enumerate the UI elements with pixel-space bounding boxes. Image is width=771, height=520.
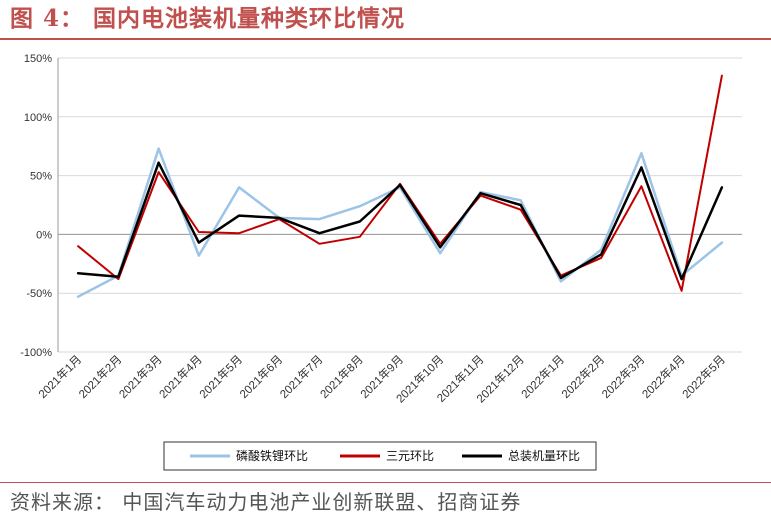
source-note: 资料来源： 中国汽车动力电池产业创新联盟、招商证券	[10, 490, 522, 514]
line-chart: -100% -50% 0% 50% 100% 150% 2021年1月2021年2月202…	[20, 53, 742, 471]
legend-entry: 三元环比	[386, 449, 434, 463]
legend-entry: 总装机量环比	[508, 449, 580, 463]
y-tick-label: 50%	[30, 171, 52, 183]
y-tick-label: -100%	[20, 347, 52, 359]
legend: 磷酸铁锂环比 三元环比 总装机量环比	[163, 441, 597, 471]
x-axis	[57, 58, 742, 352]
figure-title: 图 4： 国内电池装机量种类环比情况	[10, 5, 406, 32]
y-tick-label: -50%	[26, 288, 52, 300]
x-tick-label: 2022年5月	[679, 352, 728, 401]
title-divider	[0, 38, 771, 40]
grid-lines	[58, 57, 742, 353]
y-tick-label: 0%	[36, 229, 52, 241]
y-axis-ticks: -100% -50% 0% 50% 100% 150%	[20, 53, 52, 359]
series-line	[76, 147, 724, 298]
series-line	[77, 74, 723, 292]
source-divider	[0, 482, 771, 483]
series-line	[76, 161, 724, 281]
y-tick-label: 150%	[24, 53, 52, 65]
series-lines	[76, 74, 724, 298]
y-tick-label: 100%	[24, 112, 52, 124]
x-axis-ticks: 2021年1月2021年2月2021年3月2021年4月2021年5月2021年…	[35, 352, 728, 405]
legend-entry: 磷酸铁锂环比	[236, 448, 308, 463]
